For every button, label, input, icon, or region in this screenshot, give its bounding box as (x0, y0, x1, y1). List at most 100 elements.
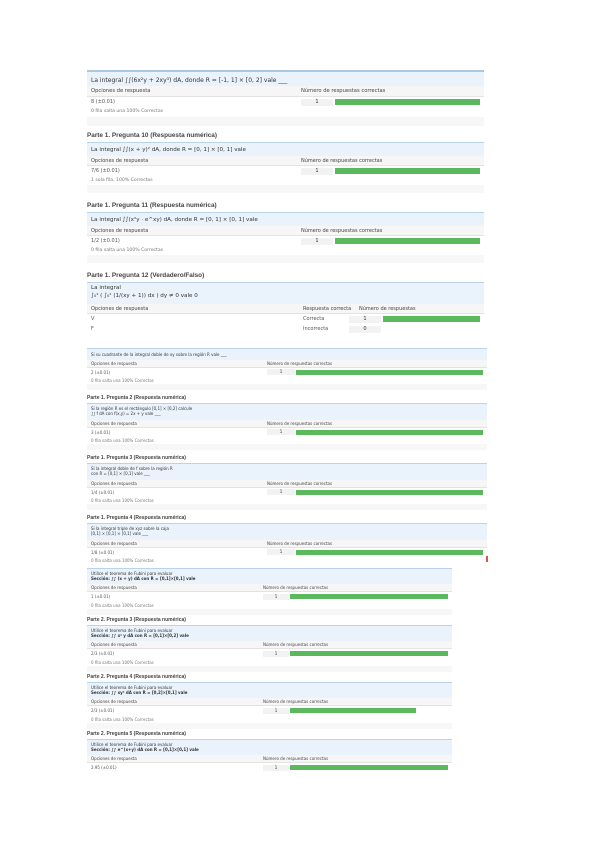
answer-row: 1/4 (±0.01) 1 (87, 488, 487, 496)
question-text-line1: Si la región R es el rectángulo [0,1] × … (91, 406, 193, 411)
count-header: Número de respuestas correctas (263, 642, 329, 647)
count-header: Número de respuestas correctas (263, 699, 329, 704)
answers-header: Opciones de respuesta Número de respuest… (87, 156, 484, 166)
options-header: Opciones de respuesta (91, 158, 149, 164)
answer-count: 1 (267, 549, 295, 555)
options-header: Opciones de respuesta (91, 88, 151, 94)
answer-bar (290, 594, 448, 599)
question-text: Si su cuadrante de la integral doble de … (91, 352, 227, 357)
section-separator (87, 723, 452, 729)
answer-bar (290, 651, 448, 656)
answer-footer: 0 fila salta una 100% Correctas (91, 438, 154, 443)
count-header: Número de respuestas (359, 306, 416, 312)
options-header: Opciones de respuesta (91, 541, 137, 546)
question-text: La integral ∫∫(x + y)² dA, donde R = [0,… (91, 147, 246, 153)
question-text-line1: Utilice el teorema de Fubini para evalua… (91, 628, 173, 633)
answer-row: 7/6 (±0.01) 1 (87, 166, 484, 176)
question-text-bar: Si su cuadrante de la integral doble de … (87, 348, 487, 360)
answer-count: 1 (263, 707, 289, 714)
question-text-bar: Utilice el teorema de Fubini para evalua… (87, 739, 452, 755)
answer-value: 3 (±0.01) (91, 429, 111, 435)
answer-row: 2 (±0.01) 1 (87, 368, 487, 376)
answer-value: 1/4 (±0.01) (91, 489, 115, 495)
answer-footer: 0 fila salta una 100% Correctas (91, 498, 154, 503)
answers-header: Opciones de respuesta Número de respuest… (87, 86, 484, 97)
question-text-line1: Si la integral triple de xyz sobre la ca… (91, 526, 169, 531)
options-header: Opciones de respuesta (91, 585, 137, 590)
question-text-line1: Utilice el teorema de Fubini para evalua… (91, 742, 173, 747)
section-title-7: Parte 1. Pregunta 3 (Respuesta numérica) (87, 455, 186, 461)
section-title-4: Parte 1. Pregunta 12 (Verdadero/Falso) (87, 272, 205, 279)
options-header: Opciones de respuesta (91, 361, 137, 366)
section-title-11: Parte 2. Pregunta 4 (Respuesta numérica) (87, 674, 186, 680)
answer-count: 1 (301, 167, 333, 175)
count-header: Número de respuestas correctas (263, 585, 329, 590)
section-title-12: Parte 2. Pregunta 5 (Respuesta numérica) (87, 731, 186, 737)
answer-value: 1/2 (±0.01) (91, 238, 120, 244)
answer-value: 2/3 (±0.01) (91, 708, 115, 713)
options-header: Opciones de respuesta (91, 699, 137, 704)
question-text-line2: ∫₀¹ ( ∫₀¹ (1/(xy + 1)) dx ) dy ≠ 0 vale … (91, 293, 198, 299)
answer-row: 3 (±0.01) 1 (87, 428, 487, 436)
answer-row: 1 (±0.01) 1 (87, 592, 452, 601)
question-block-11: Utilice el teorema de Fubini para evalua… (87, 682, 452, 729)
answer-row: 1/8 (±0.01) 1 (87, 548, 487, 556)
options-header: Opciones de respuesta (91, 642, 137, 647)
answer-correctness: Correcta (303, 316, 325, 322)
answer-value: 1 (±0.01) (91, 594, 111, 599)
question-text-bar: La integral ∫₀¹ ( ∫₀¹ (1/(xy + 1)) dx ) … (87, 282, 484, 304)
question-text-line2: [0,1] × [0,1] × [0,1] vale ___ (91, 531, 149, 536)
section-separator (87, 609, 452, 615)
answer-value: 8 (±0.01) (91, 99, 115, 105)
count-header: Número de respuestas correctas (301, 88, 386, 94)
answer-value: F (91, 326, 94, 332)
answer-row: 8 (±0.01) 1 (87, 97, 484, 107)
section-separator (87, 255, 484, 263)
question-text-bar: Si la integral triple de xyz sobre la ca… (87, 523, 487, 540)
count-header: Número de respuestas correctas (301, 158, 383, 164)
section-title-2: Parte 1. Pregunta 10 (Respuesta numérica… (87, 132, 217, 139)
answers-header: Opciones de respuesta Número de respuest… (87, 420, 487, 428)
section-separator (87, 504, 487, 510)
answer-row: 2/3 (±0.01) 1 (87, 706, 452, 715)
answer-bar (296, 429, 483, 435)
question-text-bar: La integral ∫∫(6x²y + 2xy³) dA, donde R … (87, 70, 484, 86)
answer-row: 2.95 (±0.01) 1 (87, 763, 452, 772)
answer-count: 1 (263, 593, 289, 600)
answer-count: 1 (263, 764, 289, 771)
question-text-line2: ∫∫ f dA con f(x,y) = 2x + y vale ___ (91, 411, 161, 416)
answers-header: Opciones de respuesta Número de respuest… (87, 698, 452, 706)
options-header: Opciones de respuesta (91, 756, 137, 761)
question-block-9: Utilice el teorema de Fubini para evalua… (87, 568, 452, 615)
answer-bar (296, 549, 483, 555)
answer-bar (290, 765, 448, 770)
question-block-1: La integral ∫∫(6x²y + 2xy³) dA, donde R … (87, 70, 484, 126)
question-text-line1: Utilice el teorema de Fubini para evalua… (91, 571, 173, 576)
section-title-3: Parte 1. Pregunta 11 (Respuesta numérica… (87, 202, 217, 209)
answer-row: V Correcta 1 (87, 314, 484, 324)
question-text-bar: Si la región R es el rectángulo [0,1] × … (87, 403, 487, 420)
question-text-bar: La integral ∫∫(x + y)² dA, donde R = [0,… (87, 142, 484, 156)
question-text-line1: La integral (91, 285, 121, 291)
answer-bar (296, 489, 483, 495)
question-block-5: Si su cuadrante de la integral doble de … (87, 348, 487, 390)
answer-value: 1/8 (±0.01) (91, 549, 115, 555)
answer-footer: 1 sola fila, 100% Correctas (91, 178, 153, 183)
question-text-line2: Sección: ∫∫ xy² dA con R = [0,2]×[0,1] v… (91, 690, 188, 695)
answer-count: 1 (301, 237, 333, 245)
answer-bar (335, 238, 480, 244)
answer-value: 2 (±0.01) (91, 369, 111, 375)
question-text-line2: con R = [0,1] × [0,1] vale ___ (91, 471, 150, 476)
answer-value: 7/6 (±0.01) (91, 168, 120, 174)
section-title-10: Parte 2. Pregunta 3 (Respuesta numérica) (87, 617, 186, 623)
question-text: La integral ∫∫(6x²y + 2xy³) dA, donde R … (91, 77, 288, 84)
answer-count: 1 (267, 429, 295, 435)
options-header: Opciones de respuesta (91, 421, 137, 426)
question-text-bar: Si la integral doble de f sobre la regió… (87, 463, 487, 480)
answer-footer: 0 fila salta una 100% Correctas (91, 378, 154, 383)
count-header: Número de respuestas correctas (301, 228, 383, 234)
question-text-line1: Utilice el teorema de Fubini para evalua… (91, 685, 173, 690)
options-header: Opciones de respuesta (91, 228, 149, 234)
answers-header: Opciones de respuesta Respuesta correcta… (87, 304, 484, 314)
question-block-7: Si la integral doble de f sobre la regió… (87, 463, 487, 510)
